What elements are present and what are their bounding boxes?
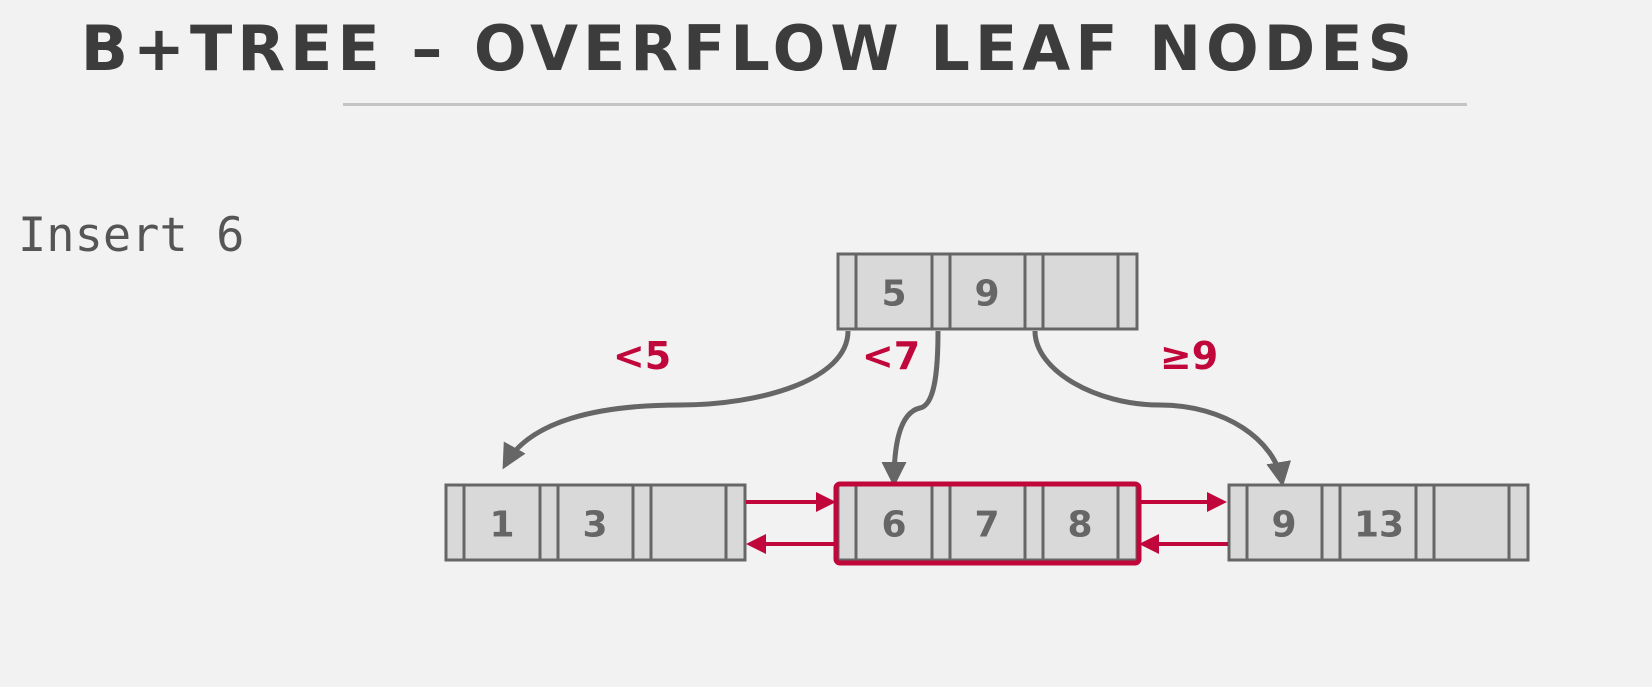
leaf-right-key-1: 9 [1271,505,1296,546]
leaf-left-key-1: 1 [489,505,514,546]
leaf-left: 1 3 [444,483,747,562]
leaf-middle-key-1: 6 [881,505,906,546]
leaf-middle-key-3: 8 [1067,505,1092,546]
leaf-left-key-2: 3 [582,505,607,546]
leaf-right: 9 13 [1227,483,1530,562]
root-key-1: 5 [881,274,906,315]
edge-label-lt5: <5 [613,334,671,378]
title-divider [343,103,1467,106]
root-key-2: 9 [974,274,999,315]
leaf-middle: 6 7 8 [833,481,1142,566]
edge-label-lt7: <7 [862,334,920,378]
leaf-middle-highlight [833,481,1142,566]
edge-label-ge9: ≥9 [1160,334,1218,378]
page-title: B+TREE – OVERFLOW LEAF NODES [80,12,1418,85]
leaf-middle-key-2: 7 [974,505,999,546]
leaf-right-key-2: 13 [1354,505,1404,546]
root-node: 5 9 [836,252,1139,331]
operation-label: Insert 6 [18,208,245,263]
pointer-root-to-right [1032,330,1292,487]
pointer-root-to-left [502,330,851,470]
pointer-root-to-middle [881,330,941,487]
